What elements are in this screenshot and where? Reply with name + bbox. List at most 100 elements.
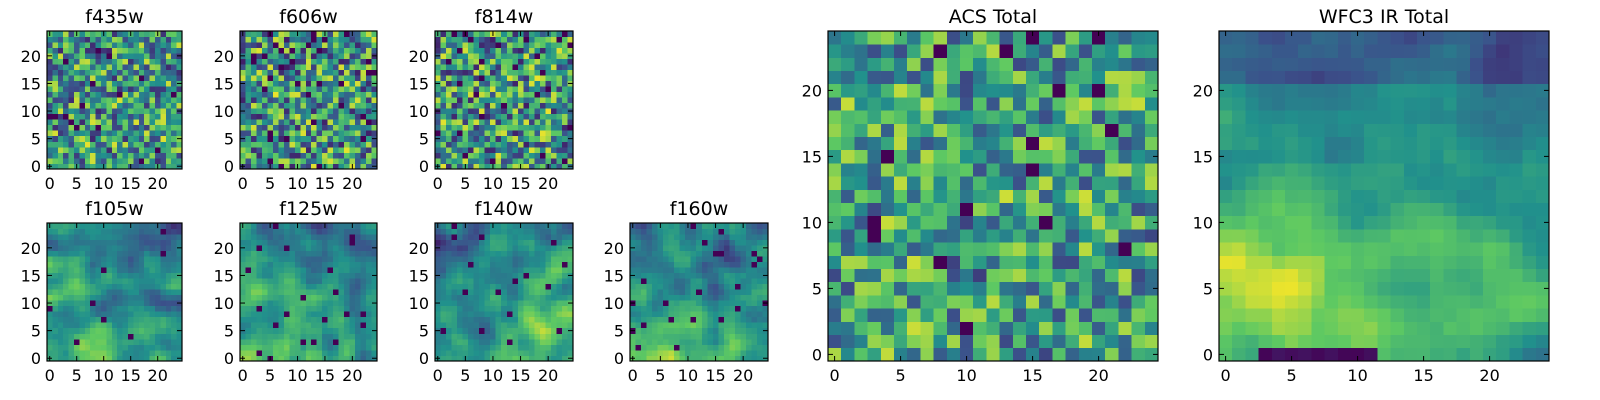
heatmap-cell: [283, 349, 290, 356]
heatmap-cell: [440, 152, 447, 159]
heatmap-cell: [446, 130, 452, 137]
heatmap-cell: [52, 102, 59, 109]
heatmap-cell: [674, 278, 681, 285]
heatmap-cell: [718, 245, 725, 251]
heatmap-cell: [79, 135, 86, 142]
heatmap-cell: [907, 202, 921, 217]
heatmap-cell: [90, 58, 96, 65]
heatmap-cell: [305, 69, 312, 76]
heatmap-cell: [63, 272, 69, 279]
heatmap-cell: [149, 108, 156, 115]
y-tick-label: 10: [409, 294, 429, 313]
heatmap-cell: [696, 305, 703, 312]
heatmap-cell: [1078, 347, 1093, 362]
heatmap-cell: [272, 113, 279, 120]
heatmap-cell: [451, 327, 458, 334]
heatmap-cell: [457, 80, 463, 87]
heatmap-cell: [528, 256, 535, 262]
heatmap-cell: [690, 283, 697, 290]
heatmap-cell: [462, 239, 469, 246]
heatmap-cell: [311, 124, 318, 131]
heatmap-cell: [1065, 321, 1080, 335]
heatmap-cell: [283, 47, 290, 54]
heatmap-cell: [327, 47, 334, 54]
heatmap-cell: [272, 261, 279, 268]
heatmap-cell: [528, 31, 535, 37]
heatmap-cell: [501, 261, 508, 268]
heatmap-cell: [451, 130, 458, 137]
heatmap-cell: [366, 36, 372, 43]
heatmap-cell: [250, 316, 257, 323]
heatmap-cell: [1052, 229, 1066, 243]
heatmap-cell: [283, 300, 290, 307]
heatmap-cell: [920, 281, 934, 296]
heatmap-cell: [366, 294, 372, 301]
heatmap-cell: [696, 223, 703, 229]
heatmap-cell: [1052, 347, 1066, 362]
heatmap-cell: [117, 256, 123, 262]
heatmap-cell: [133, 322, 140, 329]
heatmap-cell: [294, 152, 301, 159]
heatmap-cell: [512, 163, 519, 170]
heatmap-cell: [305, 228, 312, 235]
heatmap-cell: [250, 97, 257, 104]
heatmap-cell: [300, 261, 307, 268]
heatmap-cell: [349, 47, 356, 54]
heatmap-cell: [960, 308, 974, 322]
heatmap-cell: [366, 69, 372, 76]
heatmap-cell: [133, 91, 140, 98]
heatmap-cell: [149, 64, 156, 70]
heatmap-cell: [95, 272, 102, 279]
heatmap-cell: [149, 86, 156, 93]
heatmap-cell: [355, 355, 361, 362]
heatmap-cell: [79, 97, 86, 104]
heatmap-cell: [149, 36, 156, 43]
heatmap-cell: [451, 86, 458, 93]
heatmap-cell: [272, 355, 279, 362]
heatmap-cell: [267, 69, 274, 76]
heatmap-cell: [512, 64, 519, 70]
heatmap-cell: [701, 223, 708, 229]
heatmap-cell: [657, 300, 664, 307]
heatmap-cell: [523, 53, 530, 59]
heatmap-cell: [63, 228, 69, 235]
heatmap-cell: [646, 333, 653, 340]
heatmap-cell: [278, 58, 285, 65]
heatmap-cell: [462, 91, 469, 98]
heatmap-cell: [322, 256, 329, 262]
heatmap-cell: [160, 97, 167, 104]
heatmap-cell: [160, 69, 167, 76]
heatmap-cell: [539, 75, 546, 82]
heatmap-cell: [854, 163, 868, 177]
heatmap-cell: [349, 69, 356, 76]
heatmap-cell: [490, 283, 497, 290]
heatmap-cell: [327, 97, 334, 104]
heatmap-cell: [101, 91, 107, 98]
axes-frame: [46, 30, 183, 170]
heatmap-cell: [718, 333, 725, 340]
heatmap-cell: [122, 157, 129, 164]
heatmap-cell: [79, 223, 86, 229]
heatmap-cell: [84, 344, 91, 351]
heatmap-cell: [267, 146, 274, 153]
heatmap-cell: [344, 294, 350, 301]
heatmap-cell: [723, 223, 730, 229]
heatmap-cell: [245, 31, 252, 37]
heatmap-cell: [256, 80, 263, 87]
heatmap-cell: [128, 91, 134, 98]
heatmap-cell: [327, 152, 334, 159]
heatmap-cell: [101, 102, 107, 109]
heatmap-cell: [751, 223, 758, 229]
heatmap-cell: [316, 113, 323, 120]
heatmap-cell: [690, 311, 697, 318]
heatmap-cell: [95, 239, 102, 246]
heatmap-cell: [867, 215, 882, 230]
heatmap-cell: [718, 349, 725, 356]
heatmap-cell: [550, 327, 557, 334]
heatmap-cell: [696, 300, 703, 307]
heatmap-cell: [149, 333, 156, 340]
heatmap-cell: [267, 47, 274, 54]
heatmap-cells: [435, 223, 574, 362]
heatmap-cell: [646, 327, 653, 334]
heatmap-cell: [165, 344, 172, 351]
